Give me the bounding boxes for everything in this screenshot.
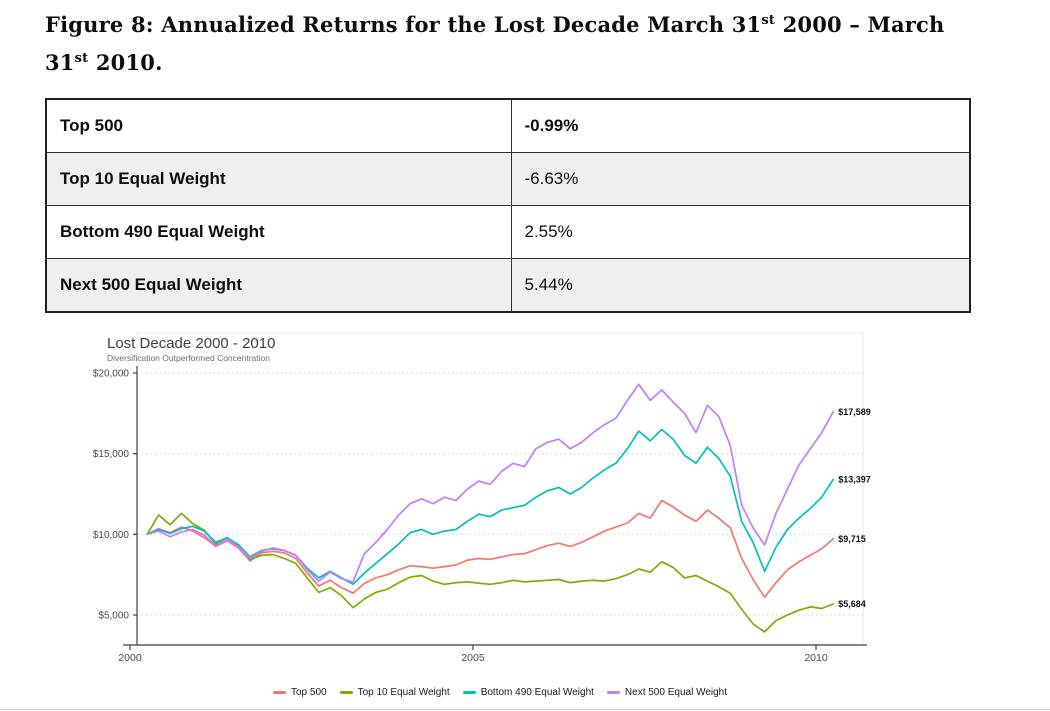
caption-sup-1: st — [761, 13, 776, 28]
legend-item-top-500: Top 500 — [272, 686, 327, 698]
x-axis-label: 2005 — [461, 652, 485, 664]
caption-text-1: Figure 8: Annualized Returns for the Los… — [45, 12, 762, 37]
legend-swatch-icon — [339, 690, 353, 694]
chart-title: Lost Decade 2000 - 2010 — [107, 335, 275, 352]
x-axis-label: 2010 — [804, 652, 828, 664]
legend-label: Bottom 490 Equal Weight — [480, 686, 594, 698]
legend-label: Next 500 Equal Weight — [624, 686, 728, 698]
caption-text-3: 2010. — [88, 50, 163, 75]
caption-sup-2: st — [74, 51, 89, 66]
series-end-labels: $9,715 $5,684 $13,397 $17,589 — [838, 407, 871, 609]
table-row: Next 500 Equal Weight 5.44% — [45, 258, 971, 313]
row-label: Bottom 490 Equal Weight — [45, 205, 512, 259]
table-row: Top 500 -0.99% — [45, 98, 971, 153]
row-label: Top 500 — [45, 98, 512, 153]
caption-text-2: 2000 – March 31 — [45, 12, 945, 75]
end-label-top-10-equal-weight: $5,684 — [838, 599, 866, 609]
end-label-next-500-equal-weight: $17,589 — [838, 407, 871, 417]
x-axis-label: 2000 — [118, 652, 142, 664]
legend-label: Top 500 — [290, 686, 327, 698]
legend-item-top-10-equal-weight: Top 10 Equal Weight — [339, 686, 450, 698]
series-lines — [146, 383, 835, 633]
table-row: Bottom 490 Equal Weight 2.55% — [45, 205, 971, 259]
row-value: -0.99% — [510, 98, 971, 153]
row-label: Next 500 Equal Weight — [45, 258, 512, 313]
y-axis-label: $20,000 — [93, 369, 130, 380]
legend-swatch-icon — [606, 690, 620, 694]
legend-item-bottom-490-equal-weight: Bottom 490 Equal Weight — [462, 686, 594, 698]
chart-legend: Top 500 Top 10 Equal Weight Bottom 490 Equ… — [0, 683, 1000, 701]
returns-table: Top 500 -0.99% Top 10 Equal Weight -6.63… — [45, 98, 971, 313]
legend-swatch-icon — [272, 690, 286, 694]
chart-canvas: $20,000 $15,000 $10,000 $5,000 2000 2005… — [93, 332, 871, 664]
row-value: -6.63% — [510, 152, 971, 206]
chart-subtitle: Diversification Outperformed Concentrati… — [107, 353, 270, 363]
series-line-next-500-equal-weight — [146, 383, 835, 583]
legend-label: Top 10 Equal Weight — [357, 686, 450, 698]
plot-panel-border — [136, 332, 864, 646]
page-bottom-divider — [0, 709, 1050, 710]
end-label-top-500: $9,715 — [838, 534, 866, 544]
line-chart-figure: $20,000 $15,000 $10,000 $5,000 2000 2005… — [55, 326, 1005, 678]
figure-caption: Figure 8: Annualized Returns for the Los… — [45, 6, 980, 82]
series-line-top-500 — [146, 499, 835, 599]
row-value: 5.44% — [510, 258, 971, 313]
row-value: 2.55% — [510, 205, 971, 259]
y-axis-label: $15,000 — [93, 449, 130, 460]
legend-item-next-500-equal-weight: Next 500 Equal Weight — [606, 686, 728, 698]
y-axis-label: $5,000 — [98, 611, 129, 622]
row-label: Top 10 Equal Weight — [45, 152, 512, 206]
y-axis-label: $10,000 — [93, 530, 130, 541]
end-label-bottom-490-equal-weight: $13,397 — [838, 475, 871, 485]
table-row: Top 10 Equal Weight -6.63% — [45, 152, 971, 206]
series-line-top-10-equal-weight — [146, 512, 835, 633]
legend-swatch-icon — [462, 690, 476, 694]
